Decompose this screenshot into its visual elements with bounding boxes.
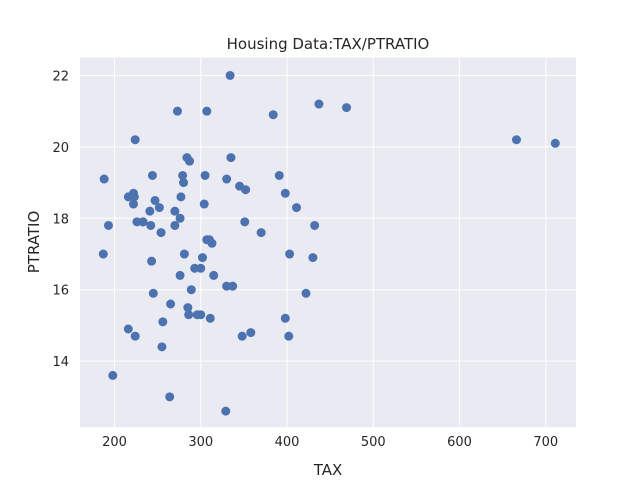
data-point: [129, 192, 139, 202]
data-point: [185, 156, 195, 166]
data-point: [175, 270, 185, 280]
x-tick-labels: 200 300 400 500 600 700: [102, 435, 558, 450]
data-point: [246, 328, 256, 338]
data-point: [98, 249, 108, 259]
data-point: [145, 206, 155, 216]
data-point: [172, 106, 182, 116]
data-point: [184, 310, 194, 320]
data-point: [205, 313, 215, 323]
data-point: [166, 299, 176, 309]
data-point: [156, 228, 166, 238]
data-point: [108, 370, 118, 380]
data-point: [138, 217, 148, 227]
y-tick-label: 20: [52, 141, 69, 156]
data-point: [154, 203, 164, 213]
gridlines: [80, 57, 576, 428]
chart-title: Housing Data:TAX/PTRATIO: [227, 35, 430, 53]
data-point: [314, 99, 324, 109]
data-point: [123, 324, 133, 334]
data-point: [237, 331, 247, 341]
data-point: [222, 174, 232, 184]
data-point: [225, 70, 235, 80]
data-point: [99, 174, 109, 184]
x-tick-label: 300: [188, 435, 213, 450]
y-tick-label: 16: [52, 284, 69, 299]
data-point: [226, 153, 236, 163]
data-point: [175, 213, 185, 223]
plot-area: [80, 57, 576, 428]
data-point: [256, 228, 266, 238]
y-tick-labels: 14 16 18 20 22: [52, 69, 69, 370]
data-point: [228, 281, 238, 291]
y-tick-label: 22: [52, 69, 69, 84]
data-point: [200, 170, 210, 180]
data-point: [342, 103, 352, 113]
data-point: [165, 392, 175, 402]
data-point: [196, 263, 206, 273]
data-point: [240, 217, 250, 227]
x-tick-label: 400: [275, 435, 300, 450]
data-point: [157, 342, 167, 352]
data-point: [128, 199, 138, 209]
x-axis-label: TAX: [313, 461, 343, 479]
data-point: [209, 270, 219, 280]
data-point: [170, 220, 180, 230]
data-point: [285, 249, 295, 259]
y-tick-label: 14: [52, 355, 69, 370]
data-point: [301, 288, 311, 298]
data-point: [268, 110, 278, 120]
data-point: [550, 138, 560, 148]
data-point: [199, 199, 209, 209]
x-tick-label: 700: [533, 435, 558, 450]
data-point: [292, 203, 302, 213]
data-point: [274, 170, 284, 180]
data-point: [147, 256, 157, 266]
data-point: [178, 170, 188, 180]
data-point: [179, 249, 189, 259]
data-point: [241, 185, 251, 195]
data-point: [146, 220, 156, 230]
x-tick-label: 500: [361, 435, 386, 450]
y-tick-label: 18: [52, 212, 69, 227]
data-point: [207, 238, 217, 248]
data-point: [197, 253, 207, 263]
data-point: [103, 220, 113, 230]
data-point: [196, 310, 206, 320]
data-point: [158, 317, 168, 327]
data-point: [186, 285, 196, 295]
data-point: [183, 303, 193, 313]
data-point: [130, 331, 140, 341]
data-point: [148, 288, 158, 298]
data-point: [179, 178, 189, 188]
data-point: [280, 188, 290, 198]
data-point: [310, 220, 320, 230]
data-point: [221, 406, 231, 416]
data-point: [147, 170, 157, 180]
x-tick-label: 600: [447, 435, 472, 450]
data-point: [308, 253, 318, 263]
data-point: [170, 206, 180, 216]
data-point: [280, 313, 290, 323]
data-point: [150, 195, 160, 205]
data-point: [511, 135, 521, 145]
data-point: [202, 106, 212, 116]
y-axis-label: PTRATIO: [25, 211, 43, 274]
x-tick-label: 200: [102, 435, 127, 450]
data-point: [130, 135, 140, 145]
data-point: [284, 331, 294, 341]
data-points: [98, 70, 560, 416]
data-point: [176, 192, 186, 202]
